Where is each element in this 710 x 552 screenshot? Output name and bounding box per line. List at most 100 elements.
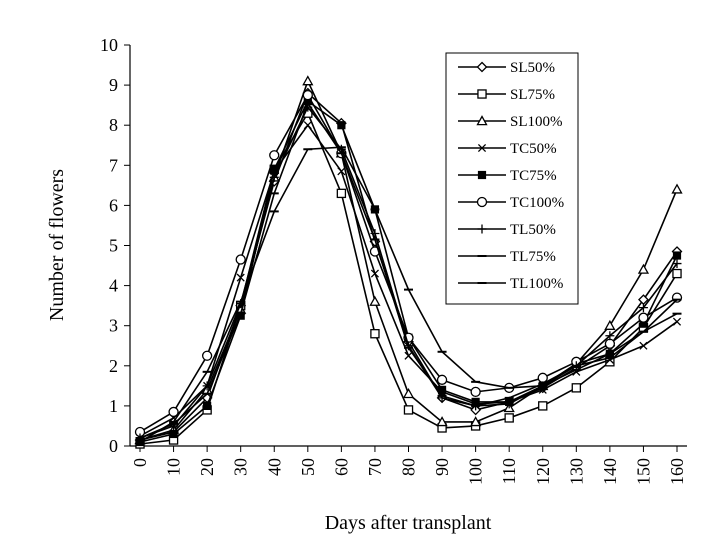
data-point <box>236 273 245 282</box>
legend-entry: TL100% <box>510 276 563 292</box>
data-point <box>605 331 615 341</box>
x-tick-label: 140 <box>600 458 620 485</box>
x-tick-label: 100 <box>466 458 486 485</box>
data-point <box>201 350 213 361</box>
series-line <box>139 78 678 441</box>
legend-marker <box>476 196 488 208</box>
legend-entry: TC75% <box>510 168 557 184</box>
y-tick-label: 3 <box>109 316 118 336</box>
data-point <box>436 416 448 427</box>
legend-marker <box>476 61 488 73</box>
data-point <box>302 75 314 86</box>
series-tl75 <box>135 101 682 439</box>
legend-entry: TL75% <box>510 249 556 265</box>
legend-box <box>445 52 579 305</box>
data-point <box>168 406 179 418</box>
y-tick-label: 0 <box>109 436 118 456</box>
x-tick-label: 70 <box>365 458 385 476</box>
data-point <box>403 405 414 415</box>
series-sl100 <box>134 75 683 445</box>
data-point <box>672 251 682 260</box>
x-tick-label: 160 <box>667 458 687 485</box>
data-point <box>672 317 682 326</box>
data-point <box>370 269 379 278</box>
data-point <box>436 374 448 385</box>
x-tick-label: 10 <box>164 458 184 476</box>
x-tick-label: 130 <box>566 458 586 485</box>
series-tc100 <box>134 89 683 438</box>
series-layer <box>134 75 683 449</box>
y-tick-label: 7 <box>109 155 118 175</box>
data-point <box>303 121 312 130</box>
data-point <box>169 429 178 439</box>
x-tick-label: 30 <box>231 458 251 476</box>
y-tick-label: 1 <box>109 396 118 416</box>
data-point <box>370 329 380 339</box>
chart-legend: SL50% SL75% SL100% TC50% TC75% TC100% TL50% TL7… <box>445 52 579 305</box>
series-line <box>139 93 678 433</box>
x-tick-label: 120 <box>533 458 553 485</box>
y-tick-label: 10 <box>100 35 118 55</box>
data-point <box>369 295 381 306</box>
x-tick-label: 0 <box>130 458 150 467</box>
data-point <box>537 372 548 383</box>
data-point <box>402 388 415 399</box>
legend-marker <box>477 89 487 99</box>
data-point <box>302 89 313 101</box>
y-axis-label: Number of flowers <box>46 169 68 321</box>
series-tl100 <box>135 146 682 443</box>
x-tick-label: 110 <box>499 458 519 484</box>
data-point <box>269 172 279 182</box>
legend-entry: TC50% <box>510 141 557 157</box>
x-tick-label: 20 <box>197 458 217 476</box>
data-point <box>671 183 683 194</box>
legend-marker <box>477 170 487 180</box>
data-point <box>269 150 280 161</box>
x-tick-label: 80 <box>399 458 419 476</box>
legend-marker <box>476 115 488 126</box>
x-tick-label: 50 <box>298 458 318 476</box>
data-point <box>637 263 650 274</box>
data-point <box>671 292 683 303</box>
data-point <box>639 341 648 350</box>
data-point <box>504 413 514 423</box>
x-tick-label: 90 <box>432 458 452 476</box>
y-tick-label: 2 <box>109 356 118 376</box>
legend-entry: TC100% <box>510 195 564 211</box>
data-point <box>638 303 648 313</box>
data-point <box>336 188 347 199</box>
x-tick-label: 60 <box>331 458 351 476</box>
data-point <box>235 254 246 265</box>
x-tick-label: 150 <box>633 458 653 485</box>
data-point <box>404 351 413 360</box>
legend-marker <box>477 224 487 234</box>
legend-entry: TL50% <box>510 222 556 238</box>
legend-marker <box>477 143 487 153</box>
data-point <box>672 259 682 269</box>
data-point <box>504 399 514 409</box>
data-point <box>571 383 582 393</box>
legend-entry: SL100% <box>510 114 563 130</box>
data-point <box>470 416 482 427</box>
y-tick-label: 4 <box>109 276 118 296</box>
data-point <box>604 338 616 349</box>
series-line <box>139 101 678 439</box>
data-point <box>638 312 649 323</box>
y-tick-label: 6 <box>109 195 118 215</box>
data-point <box>337 167 346 176</box>
y-tick-label: 8 <box>109 115 118 135</box>
data-point <box>604 319 616 330</box>
x-tick-label: 40 <box>264 458 284 476</box>
y-tick-label: 9 <box>109 75 118 95</box>
y-tick-label: 5 <box>109 236 118 256</box>
data-point <box>672 268 682 279</box>
data-point <box>337 121 346 130</box>
x-axis-label: Days after transplant <box>325 512 492 534</box>
data-point <box>470 386 481 398</box>
data-point <box>538 401 548 411</box>
legend-entry: SL75% <box>510 87 555 103</box>
series-line <box>139 91 678 441</box>
data-point <box>203 401 212 410</box>
